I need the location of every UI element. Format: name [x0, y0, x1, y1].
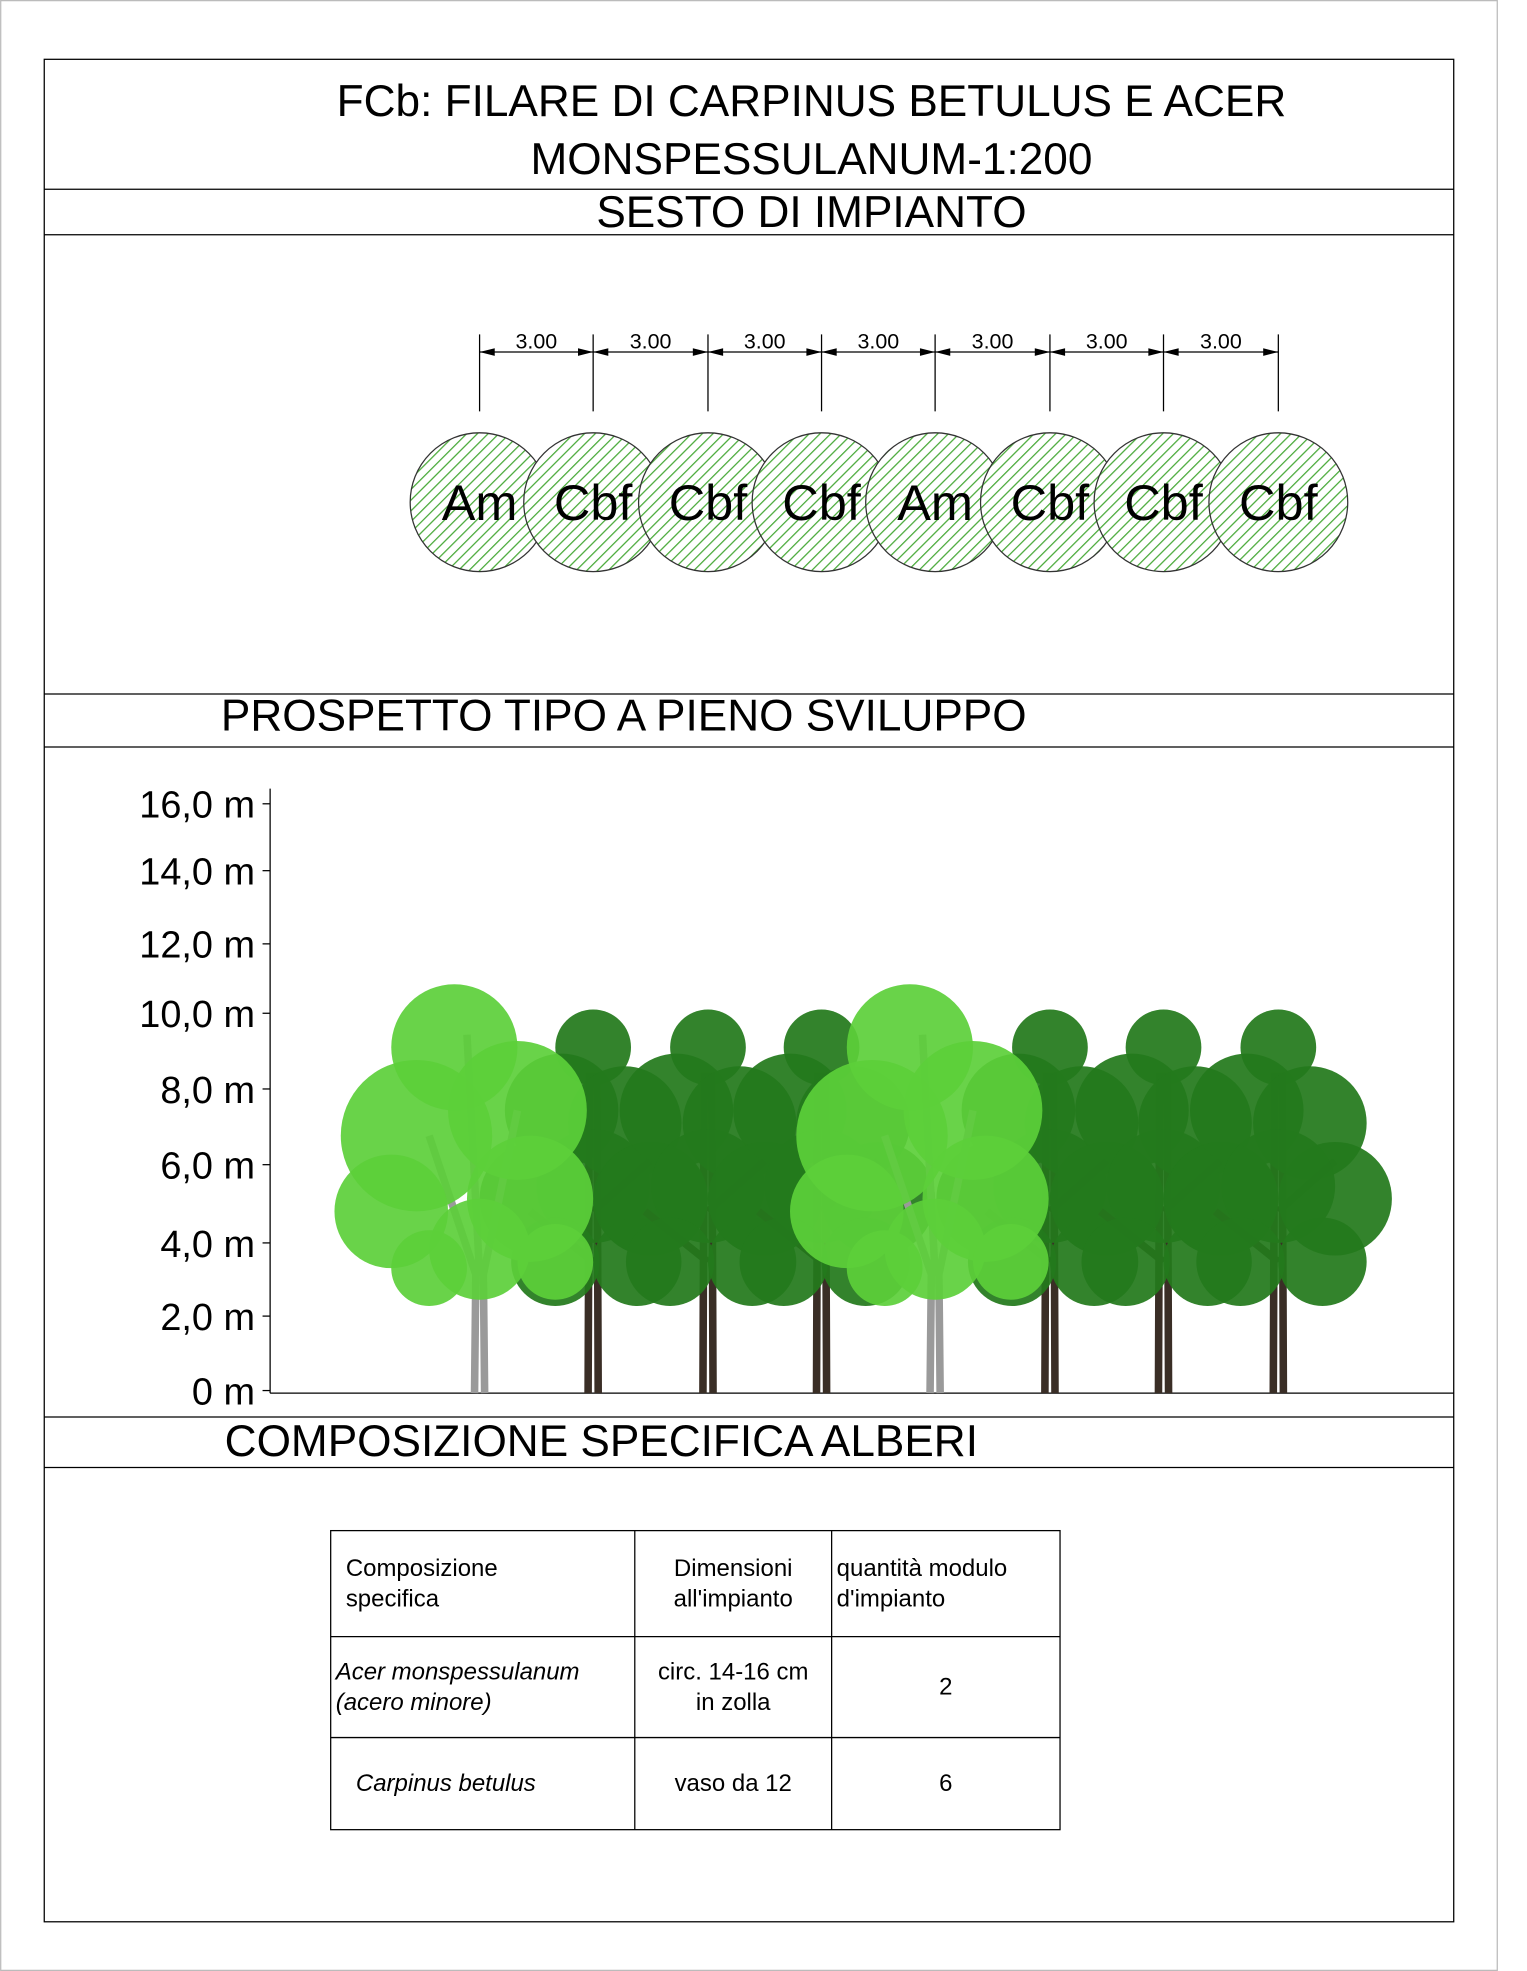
tree-code: Cbf — [554, 474, 634, 531]
table-cell-text: Acer monspessulanum — [334, 1659, 580, 1686]
table-cell-text: circ. 14-16 cm — [658, 1659, 809, 1686]
table-cell-text: specifica — [346, 1585, 440, 1612]
table-cell-text: (acero minore) — [336, 1689, 492, 1716]
height-label: 10,0 m — [139, 994, 255, 1036]
elevation: 16,0 m 14,0 m 12,0 m 10,0 m 8,0 m 6,0 m 4,0 m 2… — [139, 785, 1453, 1414]
dimension-label: 3.00 — [972, 329, 1014, 353]
section-title: SESTO DI IMPIANTO — [596, 188, 1026, 237]
tree-code: Cbf — [1239, 474, 1319, 531]
tree-illustration — [334, 984, 593, 1393]
height-label: 6,0 m — [160, 1146, 255, 1188]
height-label: 0 m — [192, 1371, 255, 1413]
table-cell-text: all'impianto — [674, 1585, 793, 1612]
dimension-label: 3.00 — [1200, 329, 1242, 353]
table-cell-text: Carpinus betulus — [356, 1770, 536, 1797]
foliage — [1081, 1218, 1169, 1306]
table-cell-text: 6 — [939, 1770, 952, 1797]
section-title: COMPOSIZIONE SPECIFICA ALBERI — [225, 1417, 978, 1466]
table-cell-text: Composizione — [346, 1555, 498, 1582]
dimension-label: 3.00 — [516, 329, 558, 353]
composition-table: Composizione specifica Dimensioni all'impia… — [331, 1531, 1060, 1830]
tree-code: Am — [442, 474, 518, 531]
foliage — [1196, 1218, 1284, 1306]
table-cell-text: vaso da 12 — [675, 1770, 792, 1797]
table-cell-text: d'impianto — [837, 1585, 946, 1612]
foliage — [973, 1224, 1049, 1300]
tree-code: Cbf — [1124, 474, 1204, 531]
foliage — [847, 1230, 923, 1306]
section-title: PROSPETTO TIPO A PIENO SVILUPPO — [221, 692, 1027, 741]
height-label: 16,0 m — [139, 785, 255, 827]
height-label: 12,0 m — [139, 925, 255, 967]
height-label: 4,0 m — [160, 1224, 255, 1266]
foliage — [517, 1224, 593, 1300]
dimension-label: 3.00 — [1086, 329, 1128, 353]
title-line: MONSPESSULANUM-1:200 — [530, 135, 1092, 184]
table-cell-text: Dimensioni — [674, 1555, 793, 1582]
foliage — [1278, 1218, 1366, 1306]
planting-plan: 3.00 3.00 3.00 3.00 3.00 3.00 3.00 Am Cbf Cbf Cbf A… — [410, 329, 1348, 571]
tree-code: Am — [897, 474, 973, 531]
table-cell-text: 2 — [939, 1674, 952, 1701]
drawing-sheet: FCb: FILARE DI CARPINUS BETULUS E ACER M… — [0, 0, 1527, 1971]
table-cell-text: quantità modulo — [837, 1555, 1008, 1582]
foliage — [847, 984, 973, 1110]
dimension-label: 3.00 — [857, 329, 899, 353]
dimension-label: 3.00 — [630, 329, 672, 353]
table-cell-text: in zolla — [696, 1689, 771, 1716]
tree-code: Cbf — [782, 474, 862, 531]
title-line: FCb: FILARE DI CARPINUS BETULUS E ACER — [337, 77, 1287, 126]
foliage — [626, 1218, 714, 1306]
height-label: 14,0 m — [139, 852, 255, 894]
height-label: 8,0 m — [160, 1070, 255, 1112]
foliage — [391, 1230, 467, 1306]
tree-code: Cbf — [669, 474, 749, 531]
dimension-label: 3.00 — [744, 329, 786, 353]
foliage — [391, 984, 517, 1110]
height-label: 2,0 m — [160, 1297, 255, 1339]
tree-code: Cbf — [1011, 474, 1091, 531]
